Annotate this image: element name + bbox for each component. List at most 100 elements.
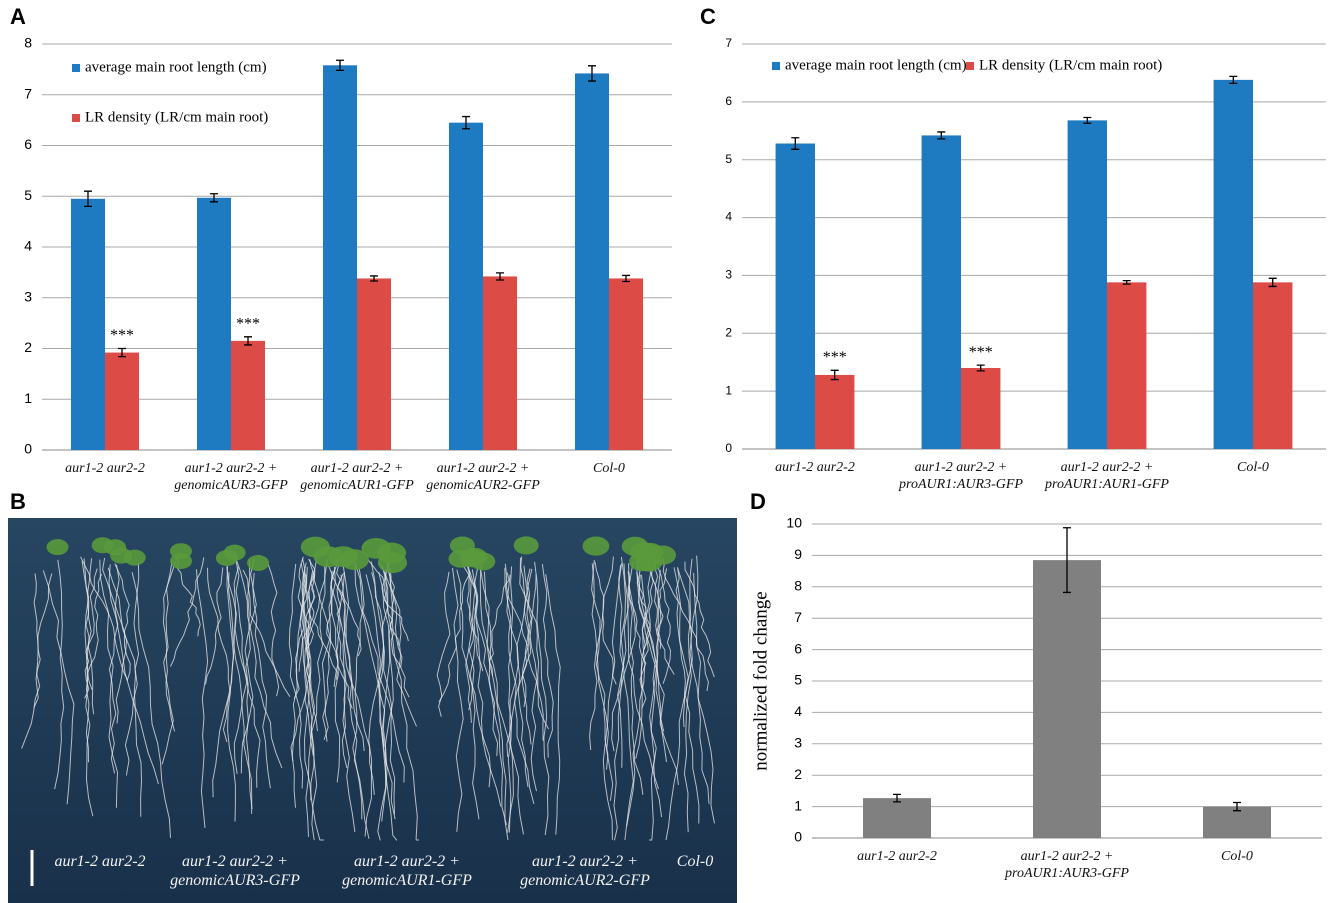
root-strand (483, 571, 507, 826)
root-strand (308, 558, 353, 709)
root-strand (114, 563, 131, 681)
panel-label: C (700, 4, 716, 29)
x-tick-label: aur1-2 aur2-2 (775, 460, 855, 475)
bar (483, 276, 518, 450)
y-tick-label: 7 (725, 36, 732, 50)
root-strand (534, 561, 550, 836)
root-strand (336, 559, 362, 657)
error-bar (1268, 277, 1277, 288)
root-strand (628, 563, 644, 795)
root-strand (330, 570, 375, 795)
bar (815, 374, 855, 449)
y-tick-label: 0 (794, 829, 802, 845)
root-strand (226, 566, 261, 788)
error-bar (244, 336, 253, 346)
root-strand (107, 567, 159, 785)
error-bar (976, 364, 985, 372)
seedling-leaf (582, 536, 610, 556)
root-strand (161, 559, 174, 765)
root-strand (367, 559, 409, 642)
bar (775, 143, 815, 449)
legend-label: average main root length (cm) (85, 59, 267, 75)
photo-caption: aur1-2 aur2-2 + genomicAUR3-GFP (170, 853, 300, 889)
legend-label: LR density (LR/cm main root) (979, 57, 1162, 73)
root-strand (508, 568, 533, 833)
bar (863, 798, 931, 838)
root-strand (591, 559, 609, 770)
root-strand (42, 570, 75, 805)
seedling-leaf (448, 549, 474, 568)
root-strand (321, 561, 339, 741)
root-strand (520, 556, 529, 708)
y-tick-label: 6 (794, 640, 802, 656)
significance-label: *** (823, 349, 847, 366)
root-strand (108, 564, 143, 817)
bar (448, 122, 483, 450)
root-strand (506, 574, 537, 758)
root-strand (436, 571, 451, 717)
bar (105, 352, 140, 450)
root-strand (683, 558, 693, 833)
root-strand (510, 566, 529, 787)
legend-swatch (772, 62, 780, 70)
x-tick-label: aur1-2 aur2-2 (857, 849, 937, 864)
error-bar (1122, 279, 1131, 285)
root-strand (370, 561, 396, 815)
error-bar (791, 137, 800, 150)
y-tick-label: 2 (725, 325, 732, 339)
seedling-leaf (169, 543, 192, 560)
root-strand (354, 562, 405, 783)
y-tick-label: 5 (794, 672, 802, 688)
seedling-leaf (247, 554, 270, 571)
photo-caption: aur1-2 aur2-2 + genomicAUR2-GFP (520, 853, 650, 889)
root-strand (675, 567, 686, 728)
y-tick-label: 3 (794, 735, 802, 751)
y-tick-label: 0 (725, 441, 732, 455)
root-strand (638, 574, 663, 818)
root-strand (288, 563, 304, 789)
bar (921, 135, 961, 449)
root-strand (623, 563, 659, 790)
y-tick-label: 6 (24, 136, 32, 152)
x-tick-label: Col-0 (1237, 460, 1269, 475)
seedling-leaf (513, 536, 539, 555)
root-strand (207, 567, 231, 743)
y-tick-label: 4 (24, 238, 32, 254)
error-bar (370, 275, 379, 282)
x-tick-label: aur1-2 aur2-2 + genomicAUR2-GFP (426, 461, 540, 493)
root-strand (488, 572, 510, 676)
photo-caption: aur1-2 aur2-2 (54, 853, 146, 870)
root-strand (302, 572, 324, 841)
root-strand (466, 570, 475, 711)
bar (574, 73, 609, 450)
root-strand (364, 568, 389, 837)
root-strand (342, 572, 356, 832)
bar (231, 340, 266, 450)
x-tick-label: aur1-2 aur2-2 + proAUR1:AUR3-GFP (899, 460, 1023, 492)
root-strand (195, 569, 209, 828)
x-tick-label: Col-0 (1221, 849, 1253, 864)
significance-label: *** (110, 327, 134, 344)
root-strand (613, 561, 634, 841)
root-strand (381, 565, 419, 841)
root-strand (657, 567, 672, 684)
y-tick-label: 1 (794, 797, 802, 813)
root-strand (85, 558, 95, 715)
root-strand (131, 572, 171, 838)
error-bar (118, 347, 127, 358)
y-axis-label: normalized fold change (750, 591, 771, 770)
legend-label: LR density (LR/cm main root) (85, 109, 268, 125)
root-strand (627, 571, 647, 689)
x-tick-label: Col-0 (593, 461, 625, 476)
y-tick-label: 7 (794, 609, 802, 625)
root-strand (611, 572, 636, 752)
root-strand (99, 559, 119, 808)
y-tick-label: 4 (794, 703, 802, 719)
root-strand (21, 573, 53, 749)
root-strand (479, 562, 509, 841)
photo-caption: Col-0 (676, 853, 714, 870)
y-tick-label: 5 (24, 187, 32, 203)
y-tick-label: 0 (24, 441, 32, 457)
legend-label: average main root length (cm) (785, 57, 967, 73)
